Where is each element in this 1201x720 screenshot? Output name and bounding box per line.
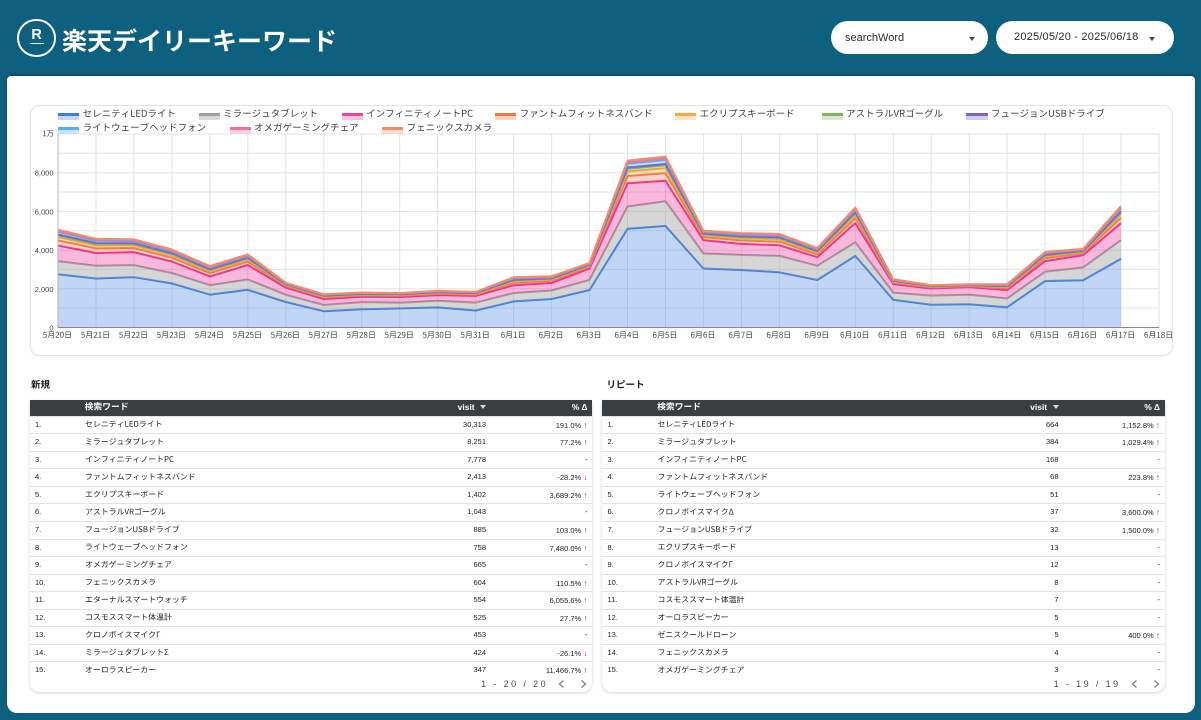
svg-text:8,000: 8,000 (34, 168, 53, 177)
svg-text:4,000: 4,000 (34, 246, 53, 255)
svg-text:0: 0 (49, 323, 53, 332)
svg-text:2,000: 2,000 (34, 284, 53, 293)
svg-text:6,000: 6,000 (34, 207, 53, 216)
